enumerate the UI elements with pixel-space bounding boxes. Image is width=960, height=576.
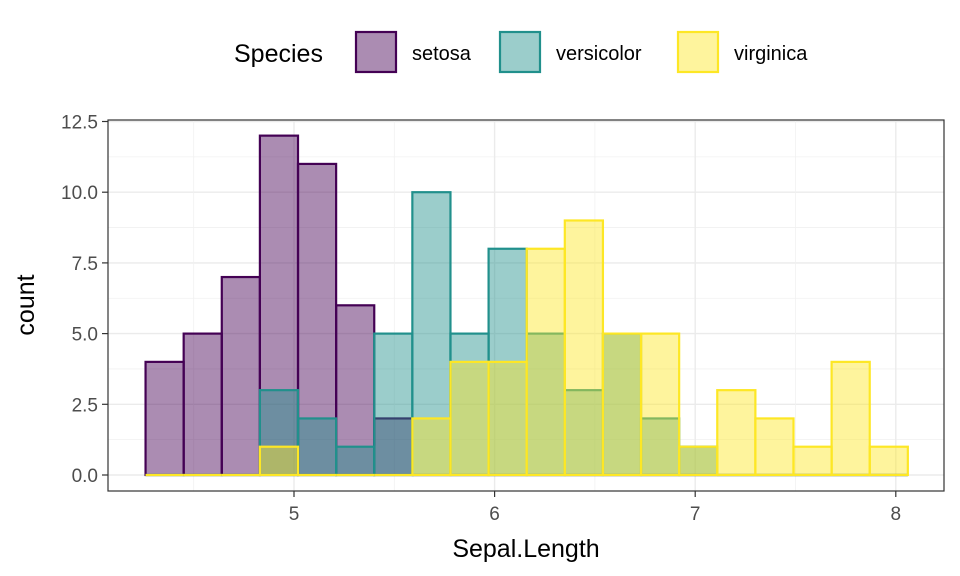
bar-virginica [411,417,452,477]
bar-virginica [258,445,300,477]
series-setosa [144,134,908,477]
legend-item-versicolor: versicolor [498,30,642,74]
y-axis-title: count [12,274,40,335]
bar-virginica [639,332,681,477]
bar-versicolor [563,389,605,477]
legend: Species setosa versicolor virginica [234,30,808,74]
axes: 0.0 2.5 5.0 7.5 10.0 12.5 5 6 7 8 [61,113,901,526]
legend-key-bg [499,31,541,73]
bar-virginica [525,247,566,477]
plot-border [107,119,945,492]
bar-virginica [830,360,871,477]
legend-item-virginica: virginica [676,30,808,74]
bar-virginica [868,445,909,477]
bar-virginica [716,389,757,477]
bar-setosa [182,332,223,477]
y-tick-label: 7.5 [72,254,98,275]
bar-setosa [220,275,261,477]
y-tick-label: 12.5 [61,113,98,134]
legend-item-setosa: setosa [354,30,472,74]
x-axis-title: Sepal.Length [452,535,599,563]
bar-virginica [601,332,643,477]
y-tick-label: 10.0 [61,183,98,204]
bar-versicolor [296,417,338,477]
x-tick-label: 6 [489,504,500,525]
y-tick-label: 5.0 [72,325,98,346]
legend-key-setosa [354,30,398,74]
bar-virginica [754,417,795,477]
bar-virginica [487,360,528,477]
bar-virginica [792,445,833,477]
x-tick-label: 8 [891,504,902,525]
bar-virginica [678,445,719,477]
legend-key-versicolor [498,30,542,74]
bar-setosa [296,162,338,477]
x-tick-label: 7 [690,504,701,525]
series-virginica [145,219,909,477]
legend-key-bg [355,31,397,73]
x-tick-label: 5 [289,504,300,525]
y-tick-label: 2.5 [72,395,98,416]
bar-versicolor [258,389,300,477]
bar-versicolor [639,417,681,477]
legend-label-setosa: setosa [412,43,472,65]
legend-title: Species [234,40,323,68]
bar-virginica [449,360,490,477]
bar-virginica [563,219,605,477]
legend-label-virginica: virginica [734,43,808,65]
bar-versicolor [373,332,414,477]
legend-key-virginica [676,30,720,74]
bar-setosa [144,360,185,477]
histogram-bars [144,134,909,477]
legend-label-versicolor: versicolor [556,43,642,65]
legend-key-bg [677,31,719,73]
bar-versicolor [335,445,376,477]
y-tick-label: 0.0 [72,466,98,487]
